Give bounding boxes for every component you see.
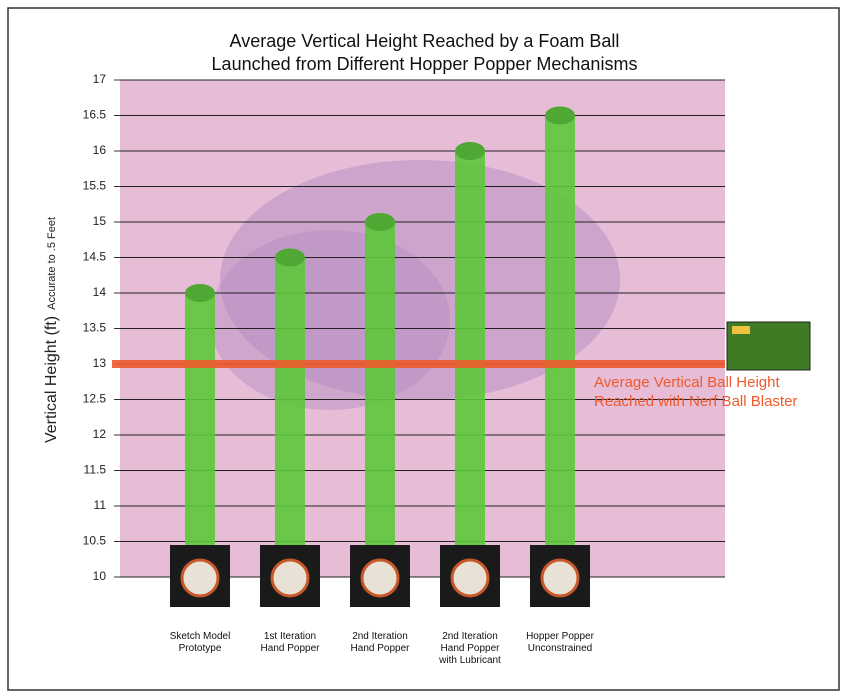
bar [545, 115, 575, 577]
y-axis-title: Vertical Height (ft) [43, 316, 60, 443]
x-tick-label: 2nd Iteration Hand Popper with Lubricant [439, 631, 501, 666]
y-tick-label: 16 [93, 143, 107, 157]
bar [185, 293, 215, 577]
y-tick-label: 13.5 [83, 321, 107, 335]
y-tick-label: 14 [93, 285, 107, 299]
y-tick-label: 13 [93, 356, 107, 370]
category-icon [540, 558, 580, 598]
y-tick-label: 14.5 [83, 250, 107, 264]
y-tick-label: 10 [93, 569, 107, 583]
y-tick-label: 15.5 [83, 179, 107, 193]
category-icon [450, 558, 490, 598]
bar [365, 222, 395, 577]
y-tick-label: 11 [94, 498, 107, 512]
x-tick-label: 2nd Iteration Hand Popper [350, 631, 410, 654]
bar-cap [455, 142, 485, 160]
x-tick-label: Sketch Model Prototype [169, 631, 231, 654]
y-tick-label: 10.5 [83, 534, 107, 548]
y-axis-label: Vertical Height (ft) Accurate to .5 Feet [43, 217, 60, 443]
category-icon [180, 558, 220, 598]
y-tick-label: 16.5 [83, 108, 107, 122]
y-axis-note: Accurate to .5 Feet [46, 217, 58, 310]
background-decoration [220, 160, 620, 400]
bar [275, 257, 305, 577]
y-tick-label: 17 [93, 72, 107, 86]
x-tick-label: 1st Iteration Hand Popper [260, 631, 320, 654]
y-tick-label: 12 [93, 427, 107, 441]
reference-label: Average Vertical Ball Height Reached wit… [594, 374, 798, 410]
y-tick-label: 11.5 [84, 463, 107, 477]
bar-cap [365, 213, 395, 231]
category-icon [270, 558, 310, 598]
chart-title: Average Vertical Height Reached by a Foa… [211, 31, 638, 74]
bar-cap [185, 284, 215, 302]
y-tick-label: 15 [93, 214, 107, 228]
category-icon [360, 558, 400, 598]
y-tick-label: 12.5 [83, 392, 107, 406]
blaster-image [732, 326, 750, 334]
blaster-image [726, 321, 811, 371]
bar-cap [275, 248, 305, 267]
x-tick-label: Hopper Popper Unconstrained [526, 631, 594, 654]
bar-cap [545, 106, 575, 125]
